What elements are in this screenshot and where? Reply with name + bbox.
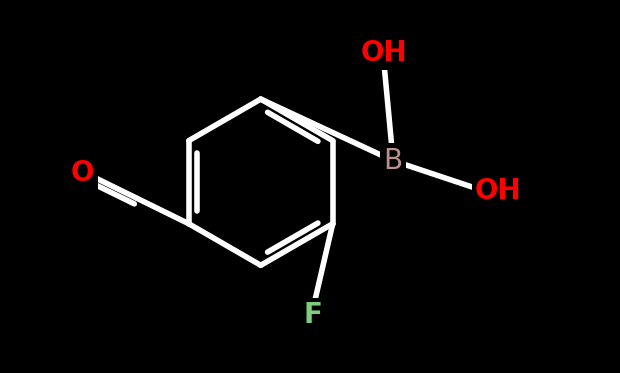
Text: B: B	[384, 147, 402, 175]
Text: OH: OH	[474, 178, 521, 206]
Text: OH: OH	[361, 39, 407, 67]
Text: O: O	[71, 159, 94, 187]
Text: F: F	[304, 301, 322, 329]
